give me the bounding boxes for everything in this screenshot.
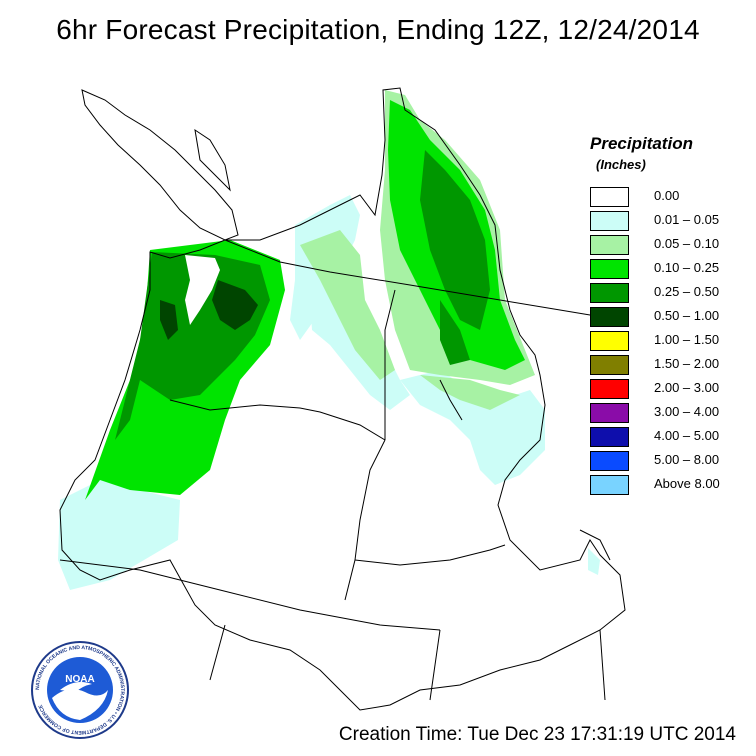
legend-label: 0.10 – 0.25 (654, 260, 720, 275)
legend-label: 2.00 – 3.00 (654, 380, 720, 395)
legend-item: 0.50 – 1.00 (588, 306, 756, 330)
legend-swatch (590, 475, 629, 495)
legend-item: 4.00 – 5.00 (588, 426, 756, 450)
legend-label: 4.00 – 5.00 (654, 428, 720, 443)
legend-swatch (590, 283, 629, 303)
legend-item: Above 8.00 (588, 474, 756, 498)
legend-label: 3.00 – 4.00 (654, 404, 720, 419)
noaa-logo: NOAA NATIONAL OCEANIC AND ATMOSPHERIC AD… (31, 641, 129, 739)
legend-swatch (590, 307, 629, 327)
legend-item: 0.00 (588, 186, 756, 210)
legend-item: 5.00 – 8.00 (588, 450, 756, 474)
creation-time: Creation Time: Tue Dec 23 17:31:19 UTC 2… (338, 724, 736, 745)
legend-swatch (590, 427, 629, 447)
legend-units: (Inches) (596, 157, 646, 172)
legend-label: Above 8.00 (654, 476, 720, 491)
legend-item: 0.25 – 0.50 (588, 282, 756, 306)
legend-label: 0.05 – 0.10 (654, 236, 720, 251)
legend-item: 0.10 – 0.25 (588, 258, 756, 282)
legend-label: 5.00 – 8.00 (654, 452, 720, 467)
legend-swatch (590, 331, 629, 351)
legend-label: 0.01 – 0.05 (654, 212, 720, 227)
legend-label: 0.00 (654, 188, 680, 203)
legend-swatch (590, 259, 629, 279)
legend-item: 2.00 – 3.00 (588, 378, 756, 402)
legend-label: 0.25 – 0.50 (654, 284, 720, 299)
legend-swatch (590, 187, 629, 207)
legend-swatch (590, 355, 629, 375)
noaa-wordmark: NOAA (65, 674, 94, 685)
map-title: 6hr Forecast Precipitation, Ending 12Z, … (56, 14, 700, 45)
legend-swatch (590, 451, 629, 471)
legend-item: 0.05 – 0.10 (588, 234, 756, 258)
legend-swatch (590, 379, 629, 399)
legend-swatch (590, 235, 629, 255)
legend-swatch (590, 211, 629, 231)
legend-item: 1.50 – 2.00 (588, 354, 756, 378)
legend-swatch (590, 403, 629, 423)
boundary-lines (59, 87, 626, 711)
legend-label: 1.00 – 1.50 (654, 332, 720, 347)
legend-label: 1.50 – 2.00 (654, 356, 720, 371)
legend-label: 0.50 – 1.00 (654, 308, 720, 323)
legend-item: 3.00 – 4.00 (588, 402, 756, 426)
legend-item: 0.01 – 0.05 (588, 210, 756, 234)
legend: Precipitation (Inches) 0.00 0.01 – 0.05 0.… (588, 134, 756, 498)
legend-rows: 0.00 0.01 – 0.05 0.05 – 0.10 0.10 – 0.25 0.2… (588, 186, 756, 498)
legend-title: Precipitation (590, 134, 693, 153)
puget-sound-water (185, 255, 220, 325)
precip-zone-dark-green (160, 280, 258, 340)
legend-item: 1.00 – 1.50 (588, 330, 756, 354)
